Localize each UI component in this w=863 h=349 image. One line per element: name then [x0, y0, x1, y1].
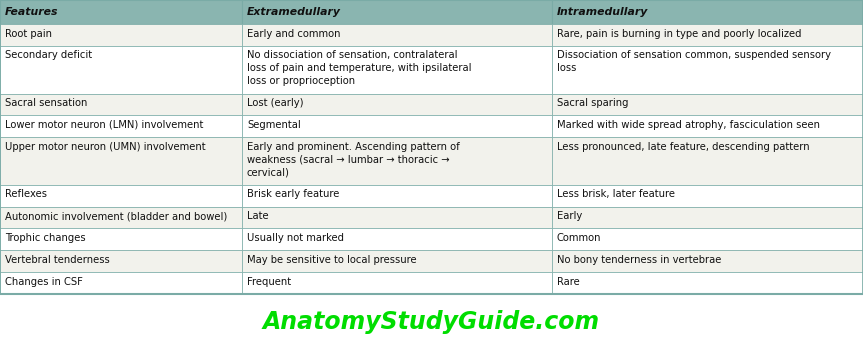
- Text: Extramedullary: Extramedullary: [247, 7, 341, 17]
- Bar: [0, 229, 242, 250]
- Bar: [552, 207, 863, 229]
- Bar: [552, 94, 863, 116]
- Bar: [0, 207, 242, 229]
- Bar: [242, 250, 552, 272]
- Text: Sacral sparing: Sacral sparing: [557, 98, 628, 108]
- Bar: [242, 116, 552, 137]
- Text: Vertebral tenderness: Vertebral tenderness: [5, 255, 110, 265]
- Bar: [242, 185, 552, 207]
- Bar: [0, 24, 242, 46]
- Text: cervical): cervical): [247, 168, 290, 177]
- Text: Features: Features: [5, 7, 59, 17]
- Bar: [0, 272, 242, 294]
- Bar: [552, 272, 863, 294]
- Text: weakness (sacral → lumbar → thoracic →: weakness (sacral → lumbar → thoracic →: [247, 155, 450, 165]
- Text: Rare: Rare: [557, 277, 580, 287]
- Bar: [242, 229, 552, 250]
- Bar: [0, 94, 242, 116]
- Text: Early and prominent. Ascending pattern of: Early and prominent. Ascending pattern o…: [247, 142, 460, 152]
- Text: Rare, pain is burning in type and poorly localized: Rare, pain is burning in type and poorly…: [557, 29, 802, 38]
- Text: Root pain: Root pain: [5, 29, 52, 38]
- Bar: [0, 137, 242, 185]
- Bar: [552, 46, 863, 94]
- Bar: [0, 0, 863, 294]
- Text: Common: Common: [557, 233, 602, 243]
- Text: Less pronounced, late feature, descending pattern: Less pronounced, late feature, descendin…: [557, 142, 809, 152]
- Text: Autonomic involvement (bladder and bowel): Autonomic involvement (bladder and bowel…: [5, 211, 227, 221]
- Text: Dissociation of sensation common, suspended sensory: Dissociation of sensation common, suspen…: [557, 50, 831, 60]
- Text: Frequent: Frequent: [247, 277, 291, 287]
- Text: Usually not marked: Usually not marked: [247, 233, 344, 243]
- Text: Changes in CSF: Changes in CSF: [5, 277, 83, 287]
- Text: Less brisk, later feature: Less brisk, later feature: [557, 189, 675, 199]
- Bar: [242, 24, 552, 46]
- Bar: [0, 46, 242, 94]
- Bar: [242, 272, 552, 294]
- Text: Intramedullary: Intramedullary: [557, 7, 648, 17]
- Bar: [242, 0, 552, 24]
- Text: Sacral sensation: Sacral sensation: [5, 98, 87, 108]
- Bar: [552, 116, 863, 137]
- Text: AnatomyStudyGuide.com: AnatomyStudyGuide.com: [263, 310, 600, 334]
- Text: Early and common: Early and common: [247, 29, 341, 38]
- Text: loss or proprioception: loss or proprioception: [247, 76, 356, 86]
- Text: May be sensitive to local pressure: May be sensitive to local pressure: [247, 255, 417, 265]
- Bar: [552, 0, 863, 24]
- Text: No dissociation of sensation, contralateral: No dissociation of sensation, contralate…: [247, 50, 457, 60]
- Bar: [552, 137, 863, 185]
- Text: Trophic changes: Trophic changes: [5, 233, 85, 243]
- Text: Lost (early): Lost (early): [247, 98, 304, 108]
- Text: Marked with wide spread atrophy, fasciculation seen: Marked with wide spread atrophy, fascicu…: [557, 120, 820, 130]
- Text: Late: Late: [247, 211, 268, 221]
- Bar: [0, 116, 242, 137]
- Text: Segmental: Segmental: [247, 120, 300, 130]
- Text: Early: Early: [557, 211, 583, 221]
- Text: Brisk early feature: Brisk early feature: [247, 189, 339, 199]
- Bar: [242, 94, 552, 116]
- Text: Secondary deficit: Secondary deficit: [5, 50, 92, 60]
- Bar: [0, 0, 242, 24]
- Text: loss of pain and temperature, with ipsilateral: loss of pain and temperature, with ipsil…: [247, 63, 471, 73]
- Text: Reflexes: Reflexes: [5, 189, 47, 199]
- Bar: [552, 229, 863, 250]
- Bar: [552, 250, 863, 272]
- Bar: [0, 185, 242, 207]
- Text: Upper motor neuron (UMN) involvement: Upper motor neuron (UMN) involvement: [5, 142, 205, 152]
- Bar: [242, 46, 552, 94]
- Bar: [242, 137, 552, 185]
- Bar: [242, 207, 552, 229]
- Text: No bony tenderness in vertebrae: No bony tenderness in vertebrae: [557, 255, 721, 265]
- Bar: [552, 24, 863, 46]
- Bar: [0, 250, 242, 272]
- Text: Lower motor neuron (LMN) involvement: Lower motor neuron (LMN) involvement: [5, 120, 204, 130]
- Bar: [552, 185, 863, 207]
- Text: loss: loss: [557, 63, 576, 73]
